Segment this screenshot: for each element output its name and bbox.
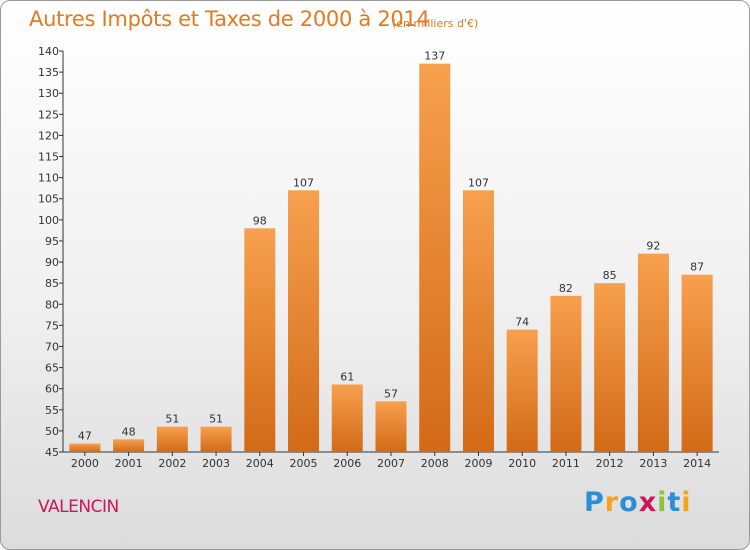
x-tick-label: 2011 bbox=[552, 457, 580, 470]
y-axis: 45 50 55 60 65 70 75 80 85 90 95 100 105 110 115 120 125… bbox=[38, 45, 64, 459]
data-label-2011: 82 bbox=[559, 282, 573, 295]
data-label-2010: 74 bbox=[515, 316, 529, 329]
data-label-2009: 107 bbox=[468, 176, 489, 189]
y-tick-label: 55 bbox=[45, 404, 59, 417]
data-label-2002: 51 bbox=[165, 413, 179, 426]
data-label-2001: 48 bbox=[122, 425, 136, 438]
data-labels: 47 48 51 51 98 107 61 57 137 107 74 82 85 92 87 bbox=[78, 50, 704, 443]
bar-2014 bbox=[681, 274, 713, 452]
bar-2008 bbox=[419, 63, 451, 453]
proxiti-logo[interactable]: Proxiti bbox=[584, 487, 692, 518]
data-label-2008: 137 bbox=[424, 50, 445, 63]
bar-2009 bbox=[462, 190, 494, 452]
x-tick-label: 2010 bbox=[508, 457, 536, 470]
data-label-2000: 47 bbox=[78, 430, 92, 443]
y-tick-label: 140 bbox=[38, 45, 59, 58]
bar-2010 bbox=[506, 329, 538, 452]
bar-2013 bbox=[637, 253, 669, 452]
bars bbox=[69, 63, 713, 453]
y-tick-label: 125 bbox=[38, 108, 59, 121]
y-tick-label: 120 bbox=[38, 129, 59, 142]
chart-subtitle: (en milliers d'€) bbox=[392, 17, 479, 30]
bar-2005 bbox=[288, 190, 320, 452]
x-tick-label: 2014 bbox=[683, 457, 711, 470]
x-tick-label: 2008 bbox=[421, 457, 449, 470]
bar-2007 bbox=[375, 401, 407, 452]
x-tick-label: 2000 bbox=[71, 457, 99, 470]
x-tick-label: 2002 bbox=[158, 457, 186, 470]
bar-2000 bbox=[69, 443, 101, 452]
x-tick-label: 2004 bbox=[246, 457, 274, 470]
data-label-2014: 87 bbox=[690, 261, 704, 274]
y-tick-label: 80 bbox=[45, 298, 59, 311]
y-tick-label: 100 bbox=[38, 214, 59, 227]
y-tick-label: 60 bbox=[45, 383, 59, 396]
x-tick-label: 2005 bbox=[290, 457, 318, 470]
data-label-2013: 92 bbox=[646, 240, 660, 253]
y-tick-label: 135 bbox=[38, 66, 59, 79]
x-tick-label: 2012 bbox=[596, 457, 624, 470]
bar-2002 bbox=[156, 426, 188, 452]
y-tick-label: 65 bbox=[45, 362, 59, 375]
bar-2006 bbox=[331, 384, 363, 452]
y-tick-label: 130 bbox=[38, 87, 59, 100]
bar-2003 bbox=[200, 426, 232, 452]
y-tick-label: 115 bbox=[38, 151, 59, 164]
bar-2012 bbox=[594, 283, 626, 452]
bar-2004 bbox=[244, 228, 276, 452]
y-tick-label: 85 bbox=[45, 277, 59, 290]
x-tick-label: 2013 bbox=[639, 457, 667, 470]
y-tick-label: 110 bbox=[38, 172, 59, 185]
y-tick-label: 95 bbox=[45, 235, 59, 248]
chart-title: Autres Impôts et Taxes de 2000 à 2014 bbox=[29, 7, 430, 31]
x-tick-label: 2003 bbox=[202, 457, 230, 470]
data-label-2006: 61 bbox=[340, 370, 354, 383]
x-tick-label: 2001 bbox=[115, 457, 143, 470]
bar-2011 bbox=[550, 295, 582, 452]
data-label-2004: 98 bbox=[253, 214, 267, 227]
y-tick-label: 50 bbox=[45, 425, 59, 438]
y-tick-label: 90 bbox=[45, 256, 59, 269]
y-tick-label: 45 bbox=[45, 446, 59, 459]
data-label-2005: 107 bbox=[293, 176, 314, 189]
x-axis: 2000 2001 2002 2003 2004 2005 2006 2007 2008 2009… bbox=[63, 451, 719, 470]
data-label-2003: 51 bbox=[209, 413, 223, 426]
x-tick-label: 2006 bbox=[333, 457, 361, 470]
y-tick-label: 70 bbox=[45, 340, 59, 353]
y-tick-label: 75 bbox=[45, 319, 59, 332]
y-tick-label: 105 bbox=[38, 193, 59, 206]
x-tick-label: 2009 bbox=[464, 457, 492, 470]
data-label-2012: 85 bbox=[603, 269, 617, 282]
place-name: VALENCIN bbox=[38, 497, 119, 517]
x-tick-label: 2007 bbox=[377, 457, 405, 470]
bar-2001 bbox=[113, 439, 145, 452]
data-label-2007: 57 bbox=[384, 387, 398, 400]
